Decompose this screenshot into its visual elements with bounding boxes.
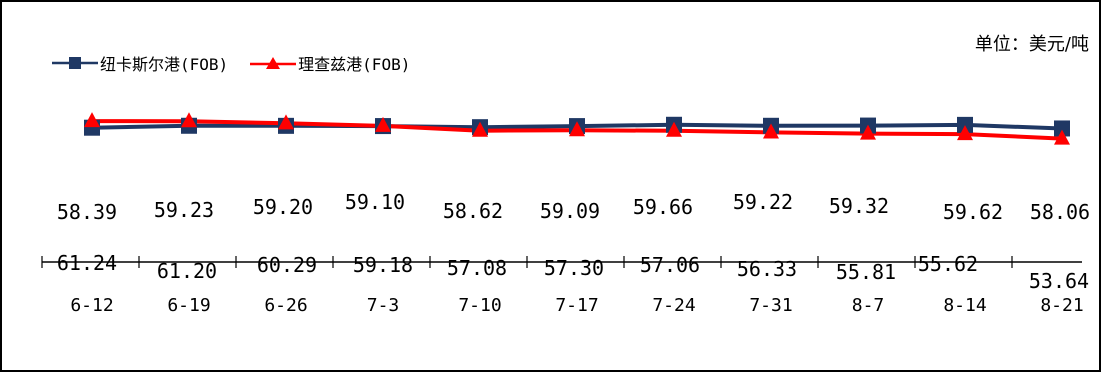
x-tick-label: 6-12 xyxy=(70,295,113,316)
data-label-richards-bay: 57.06 xyxy=(640,253,700,277)
legend-item-richards-bay: 理查兹港(FOB) xyxy=(250,51,410,75)
point-richards-bay xyxy=(278,114,294,130)
legend-label-newcastle: 纽卡斯尔港(FOB) xyxy=(100,55,229,74)
point-newcastle xyxy=(1054,120,1070,137)
legend-marker-triangle-icon xyxy=(250,57,297,69)
x-tick-label: 7-17 xyxy=(555,295,598,316)
data-label-richards-bay: 57.30 xyxy=(544,256,604,280)
x-tick-label: 7-10 xyxy=(458,295,501,316)
point-richards-bay xyxy=(763,123,779,139)
point-richards-bay xyxy=(957,125,973,141)
legend-item-newcastle: 纽卡斯尔港(FOB) xyxy=(52,51,228,75)
data-label-newcastle: 59.20 xyxy=(253,195,313,219)
data-label-newcastle: 58.06 xyxy=(1030,200,1090,224)
legend-marker-square-icon xyxy=(52,57,98,69)
point-richards-bay xyxy=(666,121,682,137)
point-richards-bay xyxy=(1054,129,1070,145)
data-label-richards-bay: 56.33 xyxy=(737,257,797,281)
data-label-richards-bay: 59.18 xyxy=(353,253,413,277)
data-label-newcastle: 59.32 xyxy=(829,194,889,218)
unit-label: 单位：美元/吨 xyxy=(974,34,1089,55)
point-richards-bay xyxy=(569,121,585,137)
data-label-richards-bay: 61.20 xyxy=(157,259,217,283)
data-label-newcastle: 59.22 xyxy=(733,190,793,214)
data-label-richards-bay: 55.81 xyxy=(836,260,896,284)
point-richards-bay xyxy=(181,112,197,128)
x-tick-label: 7-31 xyxy=(749,295,792,316)
data-label-newcastle: 59.09 xyxy=(540,199,600,223)
x-tick-label: 7-3 xyxy=(367,295,400,316)
legend: 纽卡斯尔港(FOB) 理查兹港(FOB) xyxy=(52,52,432,74)
x-tick-label: 8-7 xyxy=(852,295,885,316)
x-tick-label: 7-24 xyxy=(652,295,695,316)
point-richards-bay xyxy=(375,116,391,132)
data-label-richards-bay: 55.62 xyxy=(918,252,978,276)
data-label-richards-bay: 61.24 xyxy=(57,251,117,275)
x-tick-label: 8-21 xyxy=(1040,295,1083,316)
point-richards-bay xyxy=(860,124,876,140)
point-richards-bay xyxy=(84,112,100,128)
data-label-newcastle: 58.39 xyxy=(57,200,117,224)
data-label-richards-bay: 60.29 xyxy=(257,253,317,277)
point-newcastle xyxy=(957,116,973,133)
x-tick-label: 6-19 xyxy=(167,295,210,316)
data-label-newcastle: 59.66 xyxy=(633,195,693,219)
data-label-newcastle: 59.10 xyxy=(345,190,405,214)
data-label-richards-bay: 53.64 xyxy=(1029,269,1089,293)
data-label-newcastle: 59.23 xyxy=(154,198,214,222)
x-tick-label: 6-26 xyxy=(264,295,307,316)
data-label-newcastle: 58.62 xyxy=(443,199,503,223)
data-label-richards-bay: 57.08 xyxy=(447,256,507,280)
x-tick-label: 8-14 xyxy=(943,295,986,316)
legend-label-richards-bay: 理查兹港(FOB) xyxy=(298,55,411,74)
data-label-newcastle: 59.62 xyxy=(943,200,1003,224)
point-richards-bay xyxy=(472,121,488,137)
